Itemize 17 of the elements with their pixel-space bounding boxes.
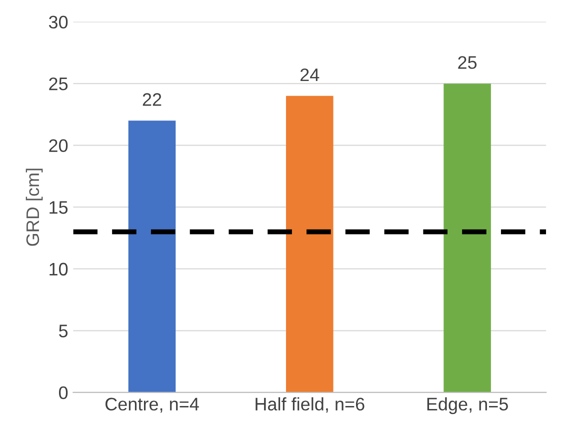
y-tick-label: 20 [49, 139, 68, 152]
y-axis-title: GRD [cm] [26, 168, 43, 246]
x-tick-label: Half field, n=6 [256, 397, 364, 413]
data-label: 24 [300, 68, 320, 82]
y-tick-label: 0 [58, 386, 68, 400]
y-tick-label: 15 [50, 201, 68, 214]
data-label: 25 [458, 56, 477, 69]
bar [444, 84, 491, 392]
x-tick-label: Centre, n=4 [106, 398, 199, 413]
bar [286, 96, 334, 392]
x-tick-label: Edge, n=5 [427, 397, 508, 414]
y-tick-label: 25 [49, 78, 68, 90]
data-label: 22 [142, 93, 162, 106]
y-tick-label: 30 [48, 16, 68, 29]
y-tick-label: 5 [59, 324, 68, 338]
bar [128, 120, 176, 392]
y-tick-label: 10 [50, 262, 68, 276]
